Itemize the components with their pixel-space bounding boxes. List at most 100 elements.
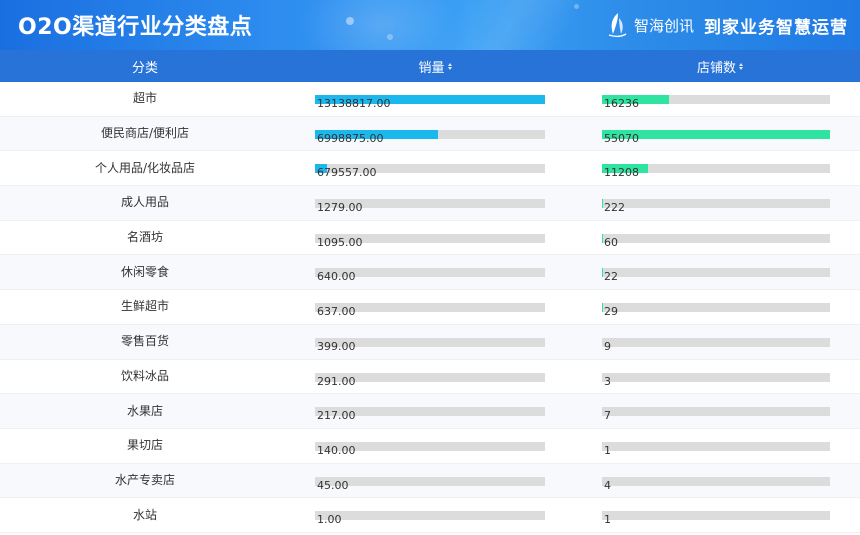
sales-value: 640.00 xyxy=(317,270,356,284)
table-row: 果切店 140.00 1 xyxy=(0,428,860,464)
sales-cell: 6998875.00 xyxy=(0,117,860,151)
brand-name: 智海创讯 xyxy=(633,16,694,35)
sort-icon[interactable] xyxy=(447,62,452,70)
sales-cell: 13138817.00 xyxy=(0,82,860,116)
table-row: 成人用品 1279.00 222 xyxy=(0,186,860,221)
stores-cell: 11208 xyxy=(0,151,860,185)
stores-value: 222 xyxy=(604,201,625,215)
stores-bar-track xyxy=(602,476,830,486)
sort-icon[interactable] xyxy=(739,62,743,70)
sales-value: 637.00 xyxy=(317,305,356,319)
sales-cell: 291.00 xyxy=(0,360,860,394)
sales-bar-track xyxy=(315,303,545,313)
sales-bar-track xyxy=(315,95,545,104)
sales-bar-track xyxy=(315,511,545,521)
stores-cell: 222 xyxy=(0,186,860,220)
stores-value: 11208 xyxy=(604,166,639,180)
sales-value: 1279.00 xyxy=(317,201,363,215)
stores-bar-track xyxy=(602,199,830,209)
stores-bar-track xyxy=(602,164,830,174)
sales-value: 13138817.00 xyxy=(317,97,391,110)
sales-bar-track xyxy=(315,199,545,209)
sales-bar-fill xyxy=(315,164,327,174)
table-row: 便民商店/便利店 6998875.00 55070 xyxy=(0,116,860,152)
stores-bar-track xyxy=(602,407,830,417)
sales-value: 140.00 xyxy=(317,443,356,457)
brand-slogan: 到家业务智慧运营 xyxy=(704,17,848,38)
page-header: O2O渠道行业分类盘点 智海创讯 到家业务智慧运营 xyxy=(0,0,860,50)
sales-value: 6998875.00 xyxy=(317,131,384,145)
stores-cell: 29 xyxy=(0,290,860,324)
column-header-label: 店铺数 xyxy=(696,60,736,76)
sales-cell: 399.00 xyxy=(0,325,860,359)
column-header-stores[interactable]: 店铺数 xyxy=(580,57,860,76)
stores-cell: 22 xyxy=(0,255,860,289)
stores-bar-fill xyxy=(602,129,830,139)
sales-value: 45.00 xyxy=(317,478,349,492)
column-header-sales[interactable]: 销量 xyxy=(290,57,580,76)
stores-cell: 60 xyxy=(0,221,860,255)
stores-bar-track xyxy=(602,441,830,451)
stores-bar-track xyxy=(602,268,830,278)
stores-bar-track xyxy=(602,233,830,243)
sales-value: 399.00 xyxy=(317,339,356,353)
table-body: 超市 13138817.00 16236 便民商店/便利店 6998875.00 5507… xyxy=(0,82,860,533)
stores-bar-track xyxy=(602,337,830,347)
sales-cell: 640.00 xyxy=(0,255,860,289)
table-row: 休闲零食 640.00 22 xyxy=(0,255,860,291)
category-cell: 生鲜超市 xyxy=(120,299,169,314)
sales-bar-track xyxy=(315,372,545,382)
category-cell: 水果店 xyxy=(126,403,163,418)
sales-cell: 45.00 xyxy=(0,464,860,498)
stores-value: 60 xyxy=(604,235,618,249)
sales-bar-fill xyxy=(315,95,545,104)
table-row: 超市 13138817.00 16236 xyxy=(0,82,860,117)
sales-bar-track xyxy=(315,164,545,174)
stores-bar-track xyxy=(602,95,830,104)
stores-bar-track xyxy=(602,511,830,521)
category-cell: 饮料冰品 xyxy=(120,368,169,383)
header-dot-decoration xyxy=(346,17,354,25)
stores-cell: 4 xyxy=(0,464,860,498)
sales-cell: 1.00 xyxy=(0,498,860,532)
category-cell: 便民商店/便利店 xyxy=(100,126,190,141)
table-row: 零售百货 399.00 9 xyxy=(0,324,860,360)
stores-value: 9 xyxy=(604,339,611,353)
table-row: 水产专卖店 45.00 4 xyxy=(0,463,860,499)
table-row: 名酒坊 1095.00 60 xyxy=(0,220,860,256)
sales-bar-track xyxy=(315,268,545,278)
table-row: 个人用品/化妆品店 679557.00 11208 xyxy=(0,151,860,187)
stores-cell: 1 xyxy=(0,498,860,532)
sales-bar-track xyxy=(315,129,545,139)
sales-bar-track xyxy=(315,441,545,451)
sales-bar-track xyxy=(315,233,545,243)
category-cell: 超市 xyxy=(132,91,157,106)
sales-value: 1095.00 xyxy=(317,235,363,249)
sales-cell: 140.00 xyxy=(0,429,860,463)
stores-value: 29 xyxy=(604,305,618,319)
sales-cell: 1095.00 xyxy=(0,221,860,255)
sales-cell: 217.00 xyxy=(0,394,860,428)
stores-value: 1 xyxy=(604,513,611,527)
stores-value: 7 xyxy=(604,409,611,423)
sales-bar-track xyxy=(315,337,545,347)
stores-value: 55070 xyxy=(604,131,639,145)
column-header-category: 分类 xyxy=(0,57,290,76)
stores-value: 1 xyxy=(604,443,611,457)
stores-bar-track xyxy=(602,372,830,382)
sales-cell: 637.00 xyxy=(0,290,860,324)
sales-value: 1.00 xyxy=(317,513,342,527)
category-cell: 水产专卖店 xyxy=(114,472,175,487)
category-cell: 休闲零食 xyxy=(120,264,169,279)
header-glow-decoration xyxy=(300,0,460,50)
category-cell: 名酒坊 xyxy=(126,230,163,245)
table-row: 饮料冰品 291.00 3 xyxy=(0,359,860,395)
stores-value: 22 xyxy=(604,270,618,284)
category-cell: 成人用品 xyxy=(120,195,169,210)
sales-bar-track xyxy=(315,476,545,486)
stores-cell: 3 xyxy=(0,360,860,394)
sales-value: 217.00 xyxy=(317,409,356,423)
stores-bar-track xyxy=(602,303,830,313)
sales-value: 679557.00 xyxy=(317,166,377,180)
header-sheen-decoration xyxy=(420,0,600,50)
